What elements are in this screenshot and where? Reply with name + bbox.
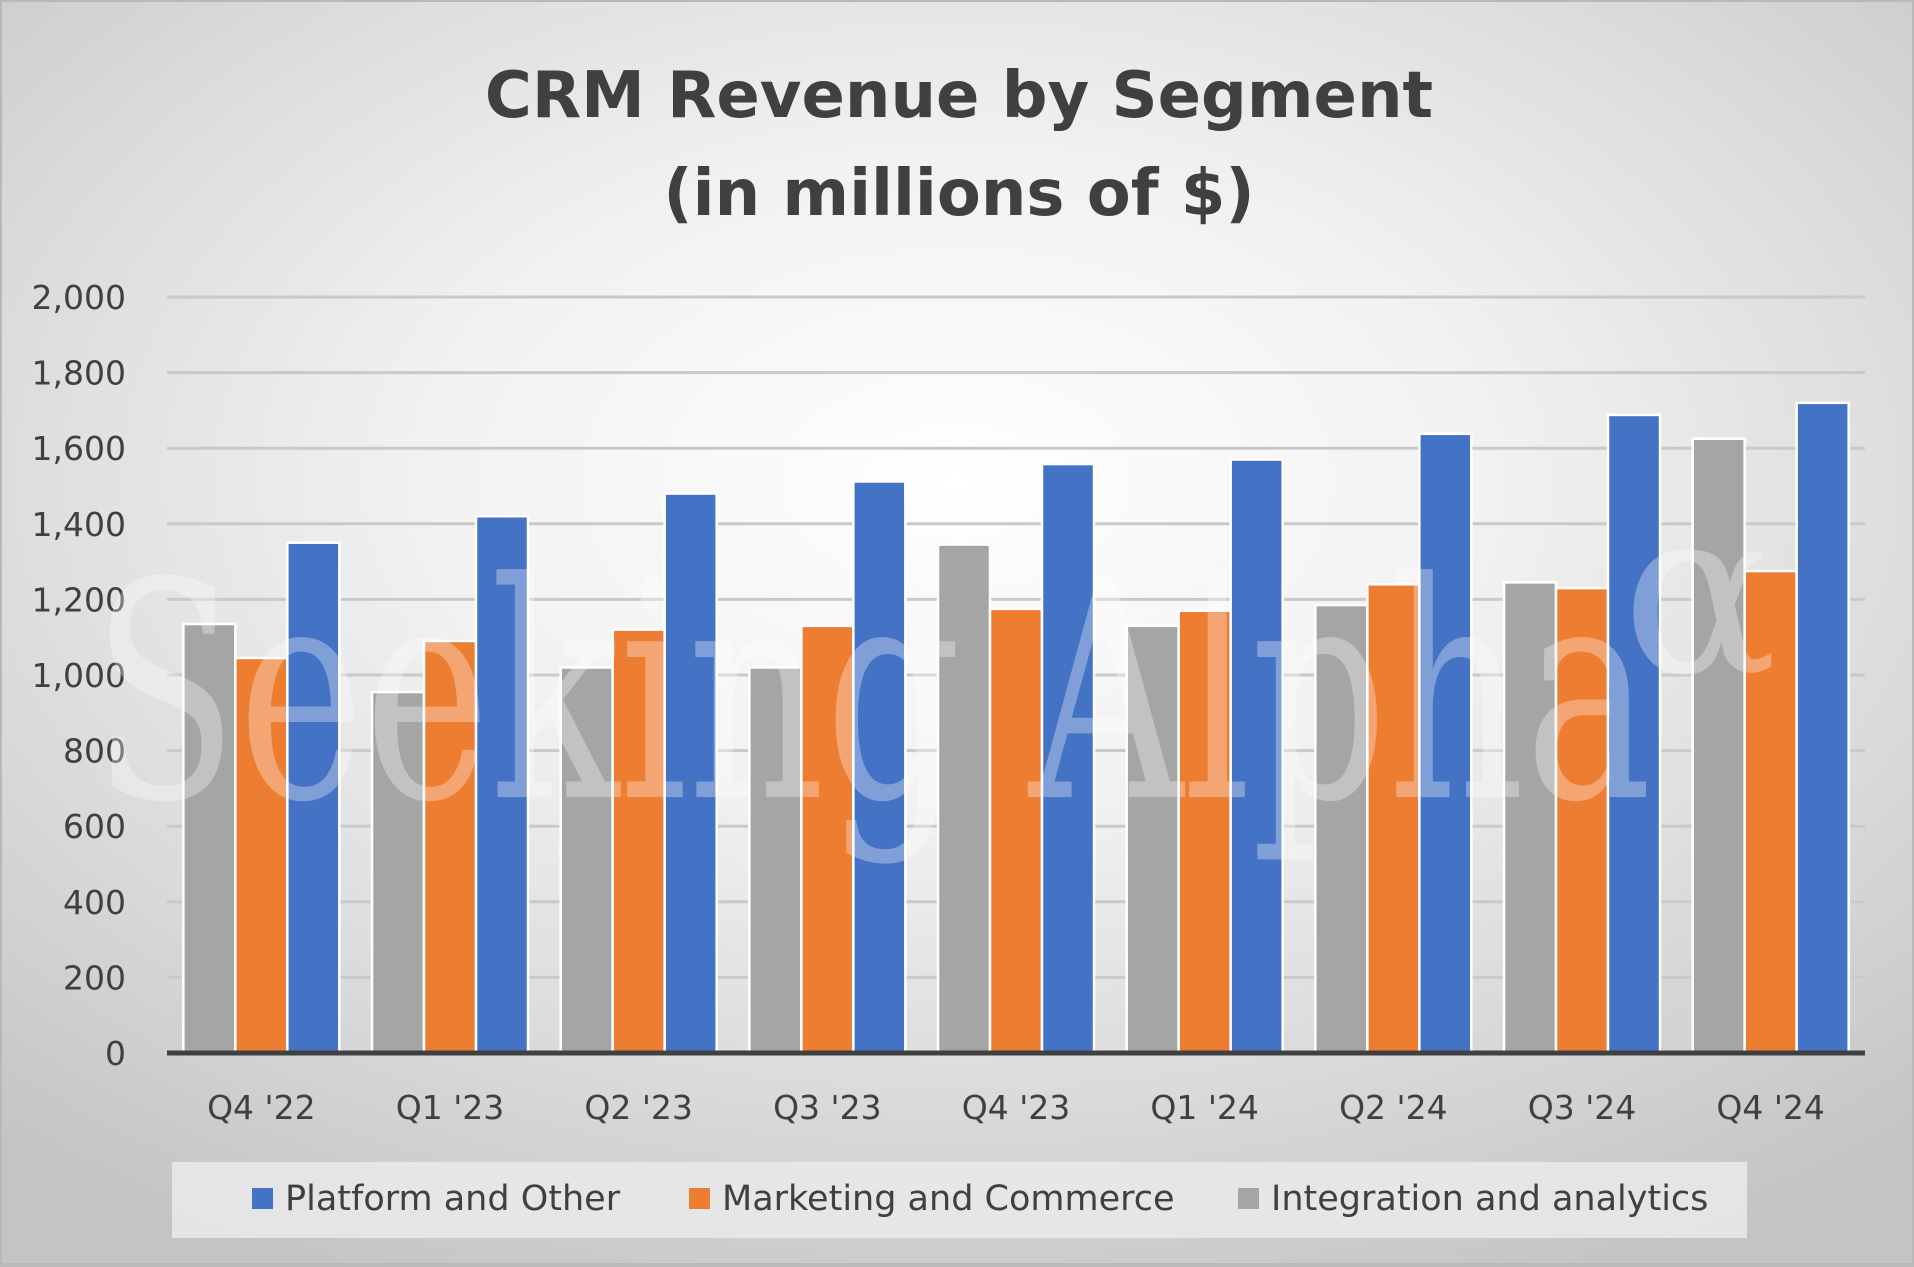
bar-platform-and-other-7: [1606, 413, 1662, 1055]
legend: Platform and Other Marketing and Commerce…: [172, 1162, 1747, 1238]
legend-swatch-marketing-and-commerce: [689, 1188, 710, 1209]
chart-subtitle: (in millions of $): [663, 157, 1254, 231]
x-tick-label: Q4 '24: [1716, 1088, 1825, 1127]
bar-marketing-and-commerce-3: [800, 624, 855, 1055]
legend-label-marketing-and-commerce: Marketing and Commerce: [722, 1179, 1175, 1219]
x-tick-label: Q2 '24: [1339, 1088, 1448, 1127]
bar-marketing-and-commerce-8: [1743, 569, 1798, 1055]
bar-marketing-and-commerce-6: [1366, 583, 1421, 1055]
bar-platform-and-other-2: [663, 492, 718, 1055]
bar-integration-and-analytics-7: [1502, 581, 1558, 1055]
x-tick-label: Q3 '23: [773, 1088, 882, 1127]
bar-integration-and-analytics-8: [1691, 437, 1746, 1055]
bar-integration-and-analytics-4: [936, 543, 992, 1055]
x-tick-label: Q4 '23: [962, 1088, 1071, 1127]
x-axis-ticks: Q4 '22 Q1 '23 Q2 '23 Q3 '23 Q4 '23 Q1 '24 Q2 '…: [207, 1088, 1825, 1127]
legend-label-integration-and-analytics: Integration and analytics: [1271, 1179, 1708, 1219]
chart-title: CRM Revenue by Segment: [485, 59, 1433, 133]
legend-swatch-integration-and-analytics: [1238, 1188, 1259, 1209]
watermark: Seeking Alpha α: [92, 460, 1777, 868]
bar-platform-and-other-4: [1040, 462, 1096, 1055]
watermark-alpha-symbol: α: [1622, 460, 1777, 727]
x-tick-label: Q4 '22: [207, 1088, 316, 1127]
x-tick-label: Q3 '24: [1528, 1088, 1637, 1127]
bar-platform-and-other-0: [286, 541, 341, 1055]
y-tick-label: 800: [63, 732, 126, 771]
x-tick-label: Q2 '23: [584, 1088, 693, 1127]
legend-label-platform-and-other: Platform and Other: [285, 1179, 621, 1219]
bar-platform-and-other-8: [1795, 401, 1850, 1055]
watermark-text: Seeking Alpha: [92, 519, 1652, 868]
y-tick-label: 1,800: [32, 354, 126, 393]
bar-marketing-and-commerce-2: [611, 628, 666, 1055]
y-tick-label: 200: [63, 958, 126, 997]
x-tick-label: Q1 '24: [1150, 1088, 1259, 1127]
y-tick-label: 1,400: [32, 505, 126, 544]
y-tick-label: 600: [63, 807, 126, 846]
y-tick-label: 1,600: [32, 429, 126, 468]
bars: [182, 401, 1850, 1055]
bar-platform-and-other-1: [474, 514, 530, 1055]
y-tick-label: 0: [105, 1034, 126, 1073]
y-tick-label: 1,000: [32, 656, 126, 695]
legend-swatch-platform-and-other: [252, 1188, 273, 1209]
legend-box: [172, 1162, 1747, 1238]
y-tick-label: 400: [63, 883, 126, 922]
x-tick-label: Q1 '23: [396, 1088, 505, 1127]
y-axis-ticks: 0 200 400 600 800 1,000 1,200 1,400 1,600 1,800 2,…: [32, 278, 126, 1073]
y-tick-label: 1,200: [32, 580, 126, 619]
y-tick-label: 2,000: [32, 278, 126, 317]
bar-marketing-and-commerce-1: [422, 639, 478, 1055]
